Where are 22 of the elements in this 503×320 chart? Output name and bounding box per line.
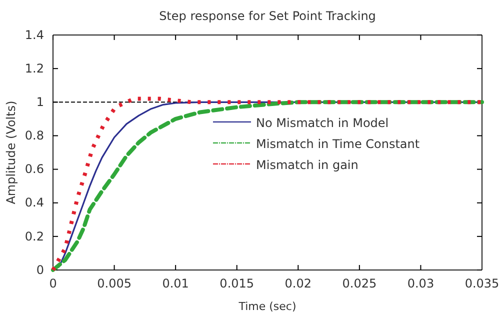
x-tick-label: 0 [49,276,57,291]
x-tick-label: 0.01 [162,276,189,291]
y-axis-title: Amplitude (Volts) [4,100,18,204]
x-tick-label: 0.025 [342,276,377,291]
legend-label: Mismatch in Time Constant [256,136,420,151]
y-tick-label: 0.2 [24,229,44,244]
y-tick-label: 0 [36,262,44,277]
y-tick-label: 1.2 [24,61,44,76]
y-tick-label: 0.8 [24,128,44,143]
legend-label: No Mismatch in Model [256,116,389,130]
y-tick-label: 1 [36,94,44,109]
x-tick-label: 0.005 [97,276,132,291]
x-tick-label: 0.03 [407,276,434,291]
legend-label: Mismatch in gain [256,158,358,172]
chart-title: Step response for Set Point Tracking [159,9,376,23]
y-tick-label: 0.6 [24,162,44,176]
x-tick-label: 0.035 [464,276,500,291]
x-axis-title: Time (sec) [238,300,296,313]
x-tick-label: 0.015 [220,276,254,291]
y-tick-label: 0.4 [24,196,44,210]
y-tick-label: 1.4 [24,28,44,42]
x-tick-label: 0.02 [284,276,312,291]
